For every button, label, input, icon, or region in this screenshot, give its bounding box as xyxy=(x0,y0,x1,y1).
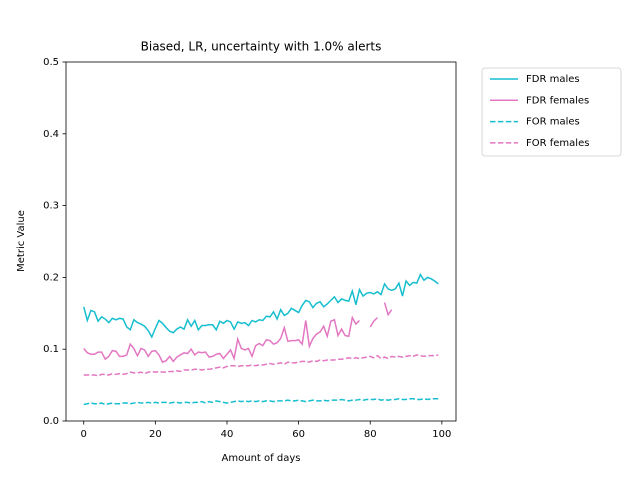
x-tick-label: 0 xyxy=(81,429,87,440)
legend-label: FOR females xyxy=(526,138,589,149)
x-tick-label: 80 xyxy=(364,429,377,440)
series-line xyxy=(83,354,439,377)
series-line xyxy=(83,397,439,406)
y-tick-label: 0.1 xyxy=(43,344,59,355)
legend-label: FOR males xyxy=(526,117,580,128)
x-tick-label: 20 xyxy=(149,429,162,440)
y-tick-label: 0.4 xyxy=(43,129,59,140)
y-tick-label: 0.0 xyxy=(43,416,59,427)
legend-box xyxy=(481,67,622,157)
y-tick-label: 0.2 xyxy=(43,272,59,283)
legend-label: FDR females xyxy=(526,95,589,106)
chart-title: Biased, LR, uncertainty with 1.0% alerts xyxy=(141,40,382,54)
x-axis-label: Amount of days xyxy=(222,453,301,464)
x-tick-label: 60 xyxy=(292,429,305,440)
series-line xyxy=(83,302,393,364)
y-tick-label: 0.5 xyxy=(43,57,59,68)
y-tick-label: 0.3 xyxy=(43,201,59,212)
axes-frame xyxy=(65,61,457,422)
y-axis-label: Metric Value xyxy=(16,210,27,272)
legend-label: FDR males xyxy=(526,74,580,85)
x-tick-label: 40 xyxy=(221,429,234,440)
x-tick-label: 100 xyxy=(432,429,451,440)
series-line xyxy=(83,272,439,339)
